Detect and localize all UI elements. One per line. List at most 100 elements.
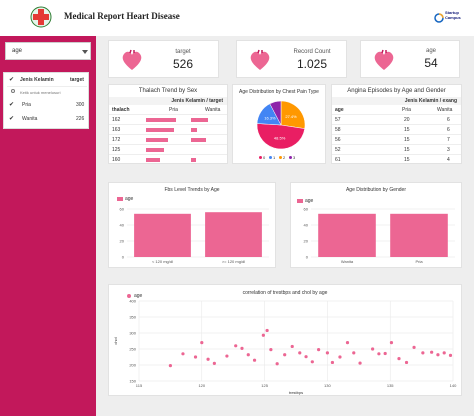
filter-column-label: Jenis Kelamin	[20, 77, 54, 83]
table-row: 163	[109, 124, 227, 134]
bar-pria	[146, 158, 160, 162]
filter-dropdown[interactable]: age	[5, 42, 91, 60]
kpi-card-target: target 526	[108, 40, 219, 78]
slice-label: 48.5%	[274, 136, 286, 141]
scatter-point	[200, 341, 204, 345]
y-tick-label: 40	[304, 223, 309, 228]
legend-label: 0	[263, 155, 266, 160]
table-title: Thalach Trend by Sex	[138, 88, 198, 94]
x-tick-label: 125	[261, 383, 268, 388]
row-age: 58	[335, 127, 341, 133]
bar	[318, 213, 376, 257]
row-wanita: 6	[447, 117, 450, 123]
gender-age-chart-card: Age Distribution by Gender age 0 20 40 60 Wa…	[290, 182, 462, 268]
kpi-value: 526	[172, 57, 194, 71]
x-tick-label: < 120 mg/dl	[152, 259, 173, 264]
medical-cross-logo-icon	[30, 6, 52, 28]
legend-dot	[259, 156, 262, 159]
table-row: 57 20 6	[332, 114, 461, 124]
slice-label: 27.4%	[285, 114, 297, 119]
legend-dot	[279, 156, 282, 159]
chest-pain-pie-card: Age Distribution by Chest Pain Type 27.4…	[232, 84, 326, 164]
row-label: 172	[112, 137, 121, 143]
y-tick-label: 60	[304, 207, 309, 212]
scatter-point	[168, 364, 172, 368]
row-label: 125	[112, 147, 121, 153]
scatter-point	[358, 361, 362, 365]
filter-option-wanita[interactable]: ✔ Wanita 226	[4, 113, 90, 125]
scatter-point	[265, 328, 269, 333]
row-age: 61	[335, 157, 341, 163]
y-tick-label: 350	[129, 315, 136, 320]
scatter-point	[283, 353, 287, 357]
y-tick-label: 20	[120, 239, 125, 244]
table-row: 162	[109, 114, 227, 124]
scatter-point	[298, 351, 302, 355]
table-row: 56 15 7	[332, 134, 461, 144]
bar-pria	[146, 138, 168, 142]
filter-option-pria[interactable]: ✔ Pria 300	[4, 99, 90, 111]
kpi-card-age: age 54	[360, 40, 460, 78]
row-age: 57	[335, 117, 341, 123]
legend-label: 2	[283, 155, 286, 160]
row-pria: 15	[404, 127, 410, 133]
bar	[134, 213, 191, 257]
row-label: 163	[112, 127, 121, 133]
filter-option-count: 226	[76, 116, 85, 122]
legend-label: 1	[273, 155, 276, 160]
kpi-value: 54	[424, 56, 438, 70]
scatter-point	[181, 352, 185, 356]
x-tick-label: 115	[136, 383, 143, 388]
filter-column-metric: target	[70, 77, 84, 83]
scatter-point	[371, 347, 375, 351]
chart-title: Age Distribution by Chest Pain Type	[239, 89, 319, 95]
scatter-point	[383, 351, 387, 356]
select-all-check-icon[interactable]: ✔	[9, 77, 15, 83]
row-age: 56	[335, 137, 341, 143]
x-tick-label: 140	[450, 383, 457, 388]
scatter-point	[421, 351, 425, 355]
table-col-header: Wanita	[437, 107, 453, 113]
table-row: 61 15 4	[332, 154, 461, 164]
filter-option-label: Wanita	[22, 116, 38, 122]
table-group-header: Jenis Kelamin / exang	[332, 97, 461, 105]
y-axis-label: chol	[113, 337, 118, 344]
heart-icon	[371, 47, 397, 78]
pie-legend: 0 1 2 3	[259, 155, 329, 161]
legend-swatch	[117, 197, 123, 201]
bar-wanita	[191, 128, 197, 132]
legend-swatch	[297, 199, 303, 203]
filter-search-input[interactable]	[20, 88, 84, 96]
filter-divider	[7, 86, 87, 87]
scatter-point	[330, 360, 335, 365]
scatter-point	[389, 341, 394, 345]
row-wanita: 7	[447, 137, 450, 143]
legend-dot	[289, 156, 292, 159]
bar-pria	[146, 128, 174, 132]
table-row: 58 15 6	[332, 124, 461, 134]
table-row: 52 15 3	[332, 144, 461, 154]
scatter-point	[448, 353, 453, 357]
table-body: 57 20 6 58 15 6 56 15 7 52 15 3 61 15 4	[332, 114, 461, 164]
y-tick-label: 300	[129, 331, 136, 336]
scatter-point	[240, 346, 244, 350]
table-row: 125	[109, 144, 227, 154]
scatter-point	[206, 357, 210, 361]
row-pria: 15	[404, 157, 410, 163]
scatter-point	[290, 344, 294, 349]
kpi-value: 1.025	[296, 57, 328, 71]
scatter-point	[225, 354, 229, 358]
page-title: Medical Report Heart Disease	[64, 11, 180, 21]
scatter-point	[436, 353, 440, 357]
table-col-header: Pria	[402, 107, 411, 113]
filter-option-count: 300	[76, 102, 85, 108]
scatter-point	[269, 348, 273, 352]
checked-icon: ✔	[9, 116, 15, 122]
filter-option-label: Pria	[22, 102, 31, 108]
dropdown-arrow-icon	[82, 50, 88, 54]
x-tick-label: 130	[324, 383, 331, 388]
scatter-chart-card: correlation of trestbps and chol by age …	[108, 284, 462, 396]
fbs-level-chart-card: Fbs Level Trends by Age age 0 20 40 60 < 120…	[108, 182, 276, 268]
fbs-bar-chart: 0 20 40 60 < 120 mg/dl >= 120 mg/dl	[120, 207, 269, 264]
y-tick-label: 0	[122, 255, 125, 260]
